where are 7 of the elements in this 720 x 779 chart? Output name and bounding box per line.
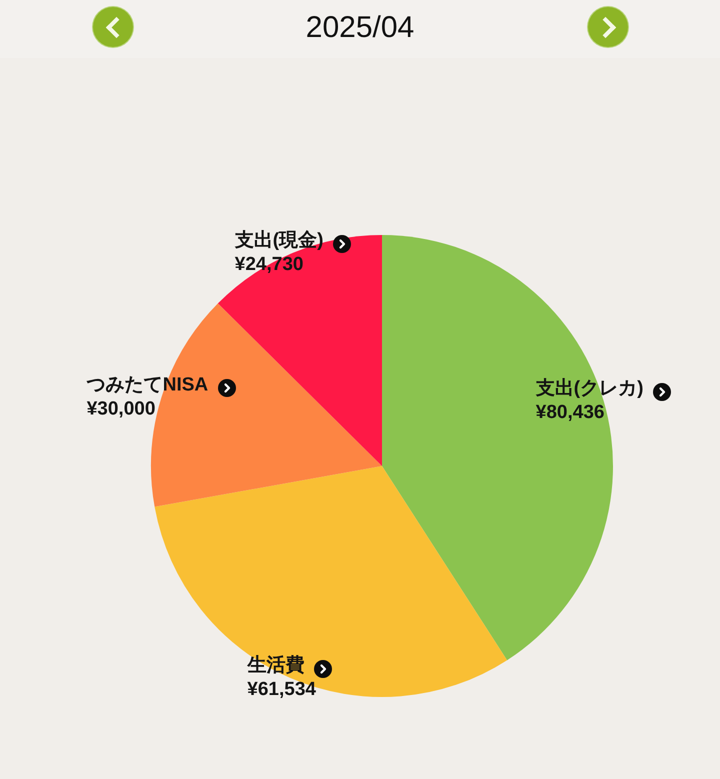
slice-label: つみたてNISA bbox=[86, 374, 208, 396]
slice-label: 生活費 bbox=[246, 654, 304, 676]
data-label: ¥61,534 bbox=[247, 679, 316, 700]
chart-title: 2025/04 bbox=[304, 10, 416, 46]
data-label: ¥80,436 bbox=[536, 402, 604, 424]
slice-label: 支出(クレカ) bbox=[534, 377, 644, 400]
data-label: ¥30,000 bbox=[86, 398, 156, 420]
